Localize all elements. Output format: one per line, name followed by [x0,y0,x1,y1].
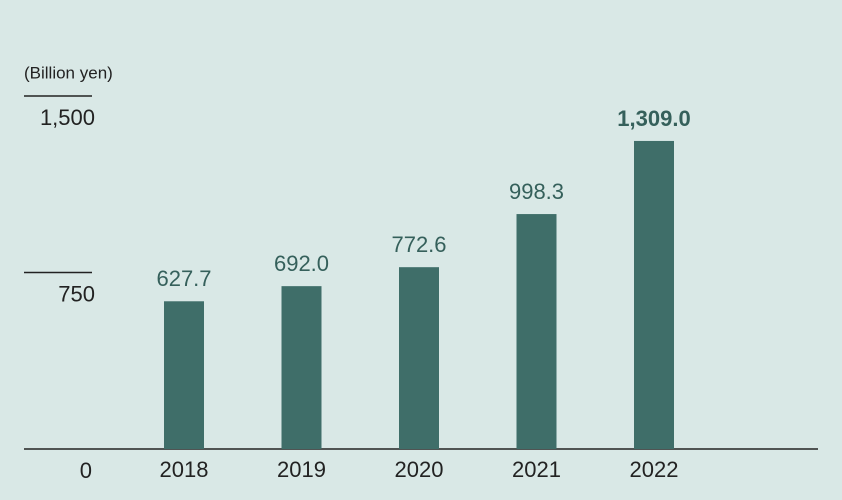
bar [164,301,204,449]
y-axis-label: (Billion yen) [24,63,113,82]
y-tick-label: 1,500 [40,105,95,130]
value-label: 692.0 [274,251,329,276]
x-tick-label: 2020 [395,457,444,482]
x-tick-label: 2021 [512,457,561,482]
x-tick-label: 2022 [630,457,679,482]
value-label: 627.7 [156,266,211,291]
value-label: 998.3 [509,179,564,204]
x-tick-label: 2018 [160,457,209,482]
value-label: 772.6 [391,232,446,257]
y-tick-label: 0 [80,458,92,483]
x-tick-label: 2019 [277,457,326,482]
value-label: 1,309.0 [617,106,690,131]
bar [516,214,557,449]
y-tick-label: 750 [58,281,95,306]
bar [399,267,439,449]
bar [281,286,322,449]
bar [634,140,674,449]
